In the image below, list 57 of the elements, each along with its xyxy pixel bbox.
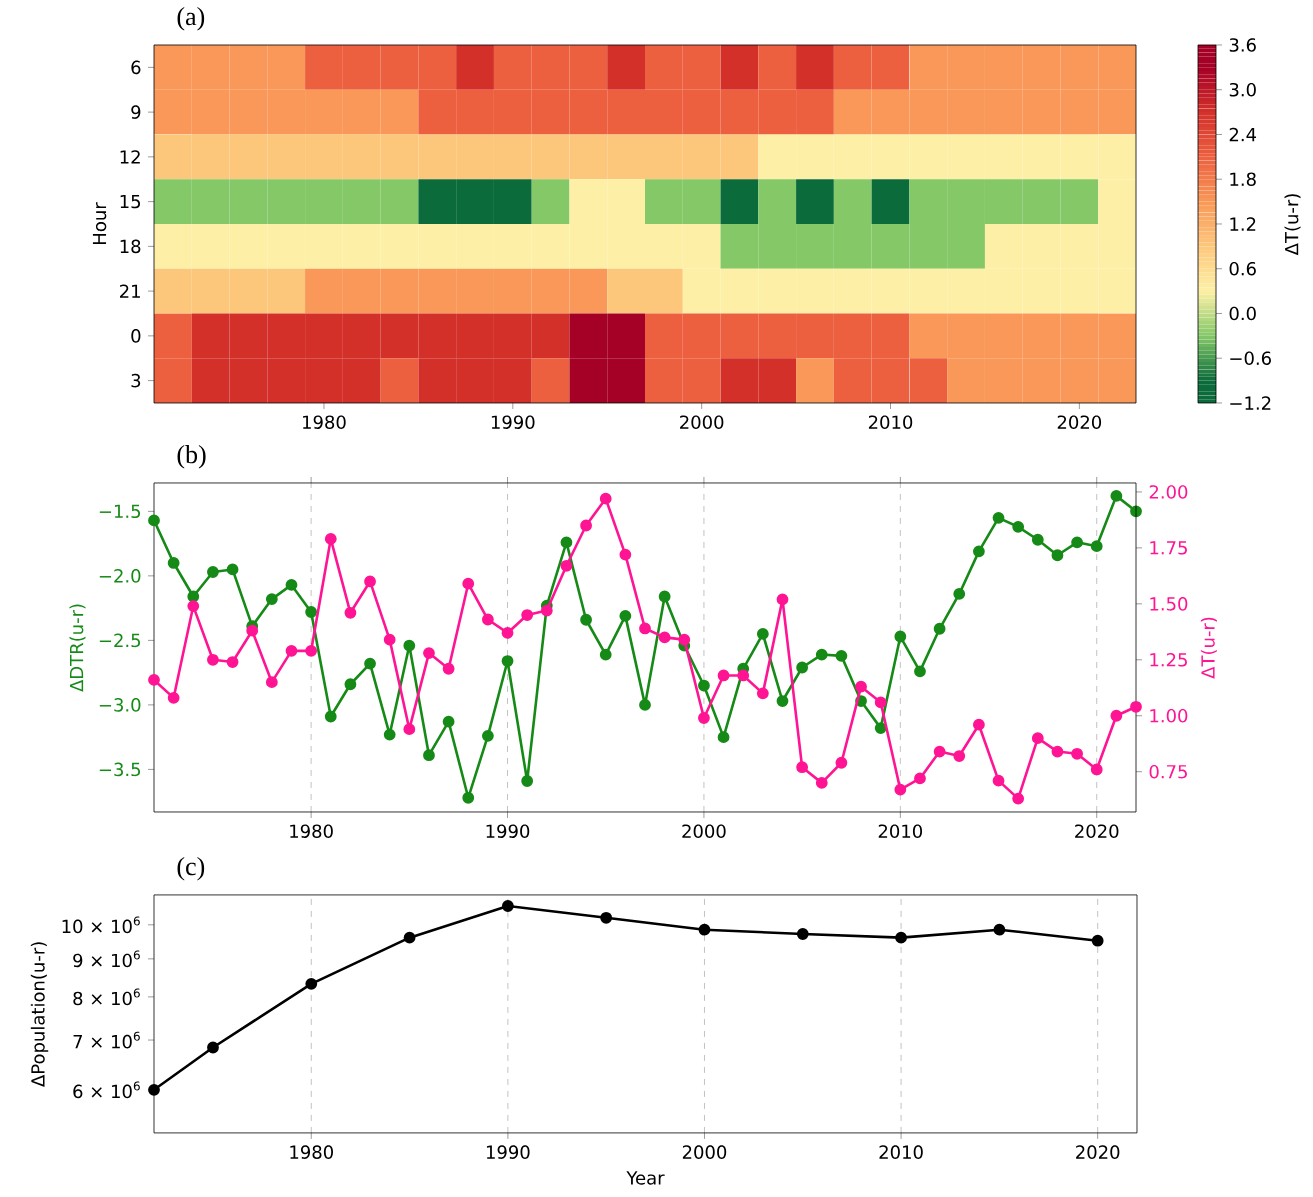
y-tick-label: 9 × 10$^{6}$ — [73, 950, 140, 968]
x-axis-title: Year — [626, 1171, 665, 1185]
y-tick-label: 0 — [131, 329, 141, 343]
x-tick-label: 2010 — [868, 415, 913, 429]
x-tick-label: 1990 — [491, 415, 535, 429]
y-tick-label: 10 × 10$^{6}$ — [62, 916, 140, 934]
chart-title: (a) — [177, 7, 205, 31]
x-tick-label: 2020 — [1057, 415, 1102, 429]
y-tick-label: 21 — [120, 284, 140, 298]
y-tick-label: 8 × 10$^{6}$ — [73, 988, 140, 1006]
y-tick-label: −2.0 — [99, 569, 141, 583]
y-axis-title: ΔPopulation(u-r) — [30, 942, 49, 1087]
x-tick-label: 2020 — [1075, 824, 1119, 838]
color-bar-label: 3.6 — [1229, 38, 1256, 52]
y-tick-label: 15 — [120, 194, 141, 209]
y-tick-label: −3.5 — [99, 762, 141, 777]
x-tick-label: 1990 — [486, 824, 530, 838]
y2-tick-label: 1.75 — [1150, 541, 1187, 555]
color-bar-label: 0.0 — [1229, 306, 1256, 321]
y2-tick-label: 2.00 — [1149, 485, 1188, 499]
color-bar-label: −0.6 — [1230, 351, 1271, 366]
y-tick-label: 6 — [131, 60, 141, 75]
x-tick-label: 2000 — [682, 1145, 727, 1159]
y-tick-label: 7 × 10$^{6}$ — [73, 1031, 140, 1049]
y2-axis-title: ΔT(u-r) — [1200, 617, 1217, 679]
y2-tick-label: 1.50 — [1150, 597, 1188, 611]
y-tick-label: 3 — [131, 373, 141, 388]
color-bar-label: 1.2 — [1230, 217, 1256, 231]
y-tick-label: 9 — [131, 105, 141, 119]
chart-title: (c) — [177, 856, 205, 881]
y-tick-label: 18 — [120, 239, 141, 254]
color-bar-label: 3.0 — [1229, 82, 1256, 97]
y2-tick-label: 0.75 — [1149, 764, 1187, 779]
y-axis-title: ΔDTR(u-r) — [69, 604, 86, 692]
color-bar-label: 1.8 — [1230, 172, 1256, 187]
y2-tick-label: 1.00 — [1150, 708, 1188, 723]
y2-tick-label: 1.25 — [1150, 652, 1187, 667]
color-bar-title: ΔT(u-r) — [1284, 194, 1301, 256]
x-tick-label: 2010 — [879, 1145, 923, 1159]
x-tick-label: 1980 — [290, 824, 333, 838]
y-axis-title: Hour — [92, 202, 107, 244]
x-tick-label: 2010 — [878, 824, 923, 838]
chart-title: (b) — [177, 445, 206, 469]
x-tick-label: 2000 — [680, 415, 724, 429]
x-tick-label: 2000 — [682, 824, 726, 838]
x-tick-label: 1980 — [290, 1145, 333, 1159]
x-tick-label: 2020 — [1076, 1145, 1120, 1159]
y-tick-label: 12 — [120, 150, 140, 164]
y-tick-label: −2.5 — [99, 633, 141, 648]
color-bar-label: 0.6 — [1229, 261, 1256, 276]
x-tick-label: 1990 — [486, 1145, 530, 1159]
x-tick-label: 1980 — [303, 415, 346, 429]
y-tick-label: −1.5 — [99, 504, 141, 519]
color-bar-label: −1.2 — [1230, 396, 1271, 410]
color-bar-label: 2.4 — [1229, 127, 1257, 142]
y-tick-label: 6 × 10$^{6}$ — [73, 1081, 140, 1099]
y-tick-label: −3.0 — [99, 698, 141, 712]
